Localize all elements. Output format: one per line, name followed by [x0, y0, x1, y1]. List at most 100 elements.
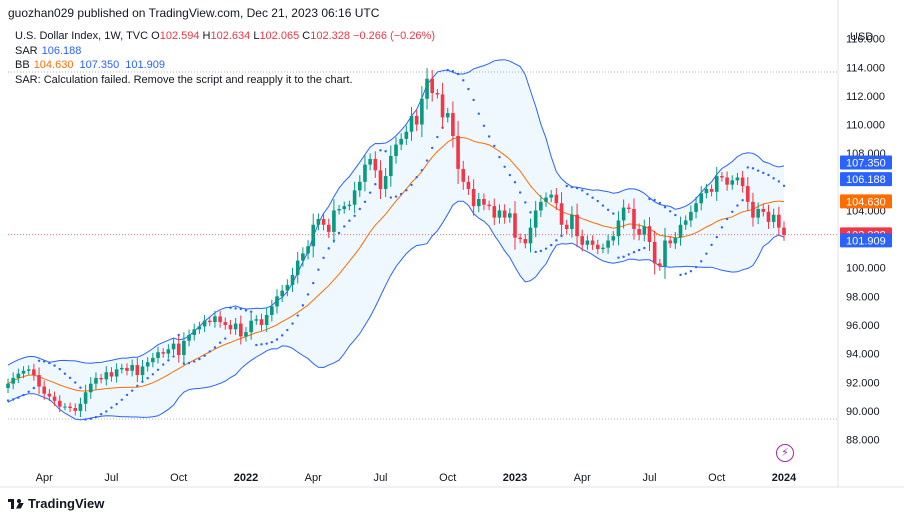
- sar-dot: [348, 219, 351, 222]
- time-tick-label: Oct: [439, 472, 456, 484]
- sar-dot: [99, 412, 103, 416]
- price-tick-label: 100.000: [846, 263, 886, 275]
- candle-body: [704, 188, 709, 194]
- candle-body: [621, 207, 626, 221]
- sar-dot: [229, 306, 232, 309]
- sar-dot: [648, 197, 651, 201]
- sar-dot: [694, 265, 698, 269]
- sar-dot: [462, 79, 465, 82]
- sar-label[interactable]: SAR: [15, 44, 38, 57]
- candle-body: [508, 213, 512, 218]
- sar-dot: [503, 165, 506, 168]
- candle-body: [430, 78, 435, 94]
- candle-body: [539, 201, 543, 211]
- sar-dot: [710, 243, 713, 247]
- candle-body: [78, 403, 83, 411]
- candle-body: [363, 164, 367, 182]
- candle-body: [57, 400, 62, 407]
- sar-dot: [674, 213, 677, 217]
- price-tick-label: 92.000: [846, 377, 880, 389]
- sar-dot: [431, 146, 434, 150]
- sar-dot: [663, 206, 667, 209]
- candle-body: [88, 383, 93, 393]
- sar-dot: [591, 196, 594, 199]
- candle-body: [342, 206, 347, 209]
- bb-fill: [8, 59, 784, 420]
- lightning-icon[interactable]: ⚡: [776, 444, 794, 462]
- tradingview-mark-icon: [8, 498, 24, 509]
- candle-body: [663, 240, 667, 267]
- symbol-title[interactable]: U.S. Dollar Index, 1W, TVC: [15, 30, 149, 42]
- sar-dot: [187, 361, 191, 365]
- sar-dot: [405, 189, 408, 192]
- bb-lower-tag-label: 101.909: [846, 235, 886, 247]
- candle-body: [171, 343, 176, 350]
- sar-dot: [22, 393, 25, 397]
- candle-body: [652, 241, 657, 264]
- candle-body: [280, 290, 284, 297]
- candle-body: [21, 370, 26, 374]
- candle-body: [285, 284, 290, 291]
- candle-body: [611, 236, 616, 241]
- sar-dot: [110, 406, 113, 409]
- sar-dot: [513, 181, 517, 184]
- sar-dot: [565, 184, 568, 188]
- candle-body: [347, 204, 352, 207]
- sar-dot: [120, 398, 124, 401]
- candle-body: [295, 260, 300, 275]
- sar-dot: [125, 393, 129, 397]
- candle-body: [37, 375, 41, 387]
- candle-body: [647, 226, 652, 242]
- sar-dot: [291, 322, 294, 325]
- candle-body: [756, 209, 760, 218]
- candle-body: [709, 188, 714, 192]
- candle-body: [420, 98, 424, 125]
- sar-dot: [736, 204, 739, 207]
- sar-dot: [544, 247, 548, 250]
- sar-dot: [550, 243, 553, 247]
- high-label: H: [202, 30, 211, 42]
- candle-body: [244, 332, 248, 337]
- candle-body: [326, 224, 331, 232]
- sar-dot: [177, 333, 180, 337]
- candle-body: [63, 406, 67, 408]
- sar-dot: [218, 341, 222, 344]
- bb-basis-tag: [840, 194, 892, 209]
- candle-body: [357, 181, 362, 191]
- sar-dot: [746, 166, 749, 169]
- tradingview-logo[interactable]: TradingView: [8, 496, 104, 511]
- candle-body: [461, 168, 466, 182]
- low-value: 102.065: [259, 30, 300, 42]
- candle-body: [120, 367, 124, 370]
- sar-dot: [172, 355, 175, 358]
- sar-dot: [658, 201, 662, 205]
- candle-body: [616, 220, 621, 237]
- candle-body: [104, 372, 109, 380]
- sar-tag: [840, 172, 892, 187]
- bb-basis-value: 104.630: [33, 59, 74, 71]
- sar-dot: [312, 281, 315, 285]
- candle-body: [47, 393, 52, 397]
- candle-body: [259, 319, 264, 325]
- sar-dot: [17, 396, 20, 399]
- candle-body: [549, 194, 553, 198]
- sar-dot: [162, 363, 165, 366]
- sar-dot: [68, 376, 72, 380]
- sar-dot: [203, 354, 206, 357]
- bb-label[interactable]: BB: [15, 59, 30, 71]
- time-tick-label: Apr: [305, 472, 322, 484]
- candle-body: [554, 194, 559, 204]
- currency-label: USD: [850, 31, 873, 43]
- sar-dot: [208, 350, 211, 353]
- candle-body: [223, 322, 228, 325]
- candle-body: [125, 367, 129, 371]
- candle-body: [502, 210, 507, 218]
- sar-dot: [384, 150, 387, 153]
- candle-body: [218, 316, 222, 323]
- candle-body: [42, 386, 47, 394]
- sar-dot: [705, 252, 708, 255]
- bb-basis-tag-label: 104.630: [846, 196, 886, 208]
- candle-body: [699, 193, 704, 204]
- sar-dot: [301, 304, 305, 307]
